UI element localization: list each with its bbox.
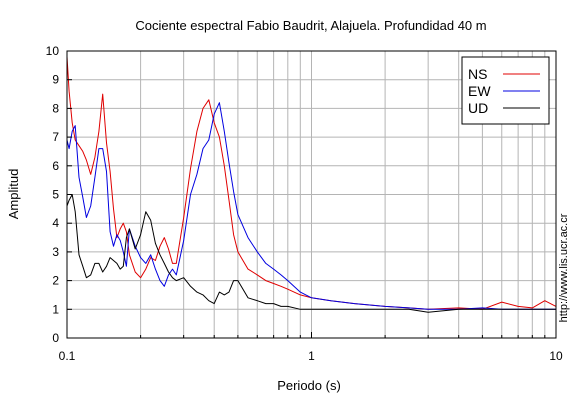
y-tick-label: 4 bbox=[52, 216, 59, 230]
side-url-text: http://www.lis.ucr.ac.cr bbox=[558, 213, 570, 322]
x-tick-label: 10 bbox=[549, 349, 563, 363]
y-tick-label: 0 bbox=[52, 331, 59, 345]
series-line-ew bbox=[66, 102, 556, 310]
x-tick-label: 1 bbox=[308, 349, 315, 363]
legend-label-ud: UD bbox=[468, 100, 488, 116]
y-tick-label: 8 bbox=[52, 101, 59, 115]
chart-title: Cociente espectral Fabio Baudrit, Alajue… bbox=[135, 18, 486, 33]
x-axis-label: Periodo (s) bbox=[277, 378, 341, 393]
legend-label-ns: NS bbox=[468, 66, 487, 82]
y-tick-label: 2 bbox=[52, 274, 59, 288]
axis-ticks: 0.1 1 10 0 1 2 3 4 5 6 7 8 9 10 bbox=[46, 44, 563, 363]
y-tick-label: 9 bbox=[52, 73, 59, 87]
y-tick-label: 10 bbox=[46, 44, 60, 58]
y-tick-label: 1 bbox=[52, 302, 59, 316]
x-tick-label: 0.1 bbox=[59, 349, 76, 363]
legend-label-ew: EW bbox=[468, 83, 491, 99]
y-tick-label: 3 bbox=[52, 245, 59, 259]
y-tick-label: 5 bbox=[52, 188, 59, 202]
y-tick-label: 6 bbox=[52, 159, 59, 173]
series-line-ud bbox=[66, 194, 556, 313]
series-group bbox=[66, 56, 557, 313]
y-axis-label: Amplitud bbox=[6, 169, 21, 220]
y-tick-label: 7 bbox=[52, 130, 59, 144]
